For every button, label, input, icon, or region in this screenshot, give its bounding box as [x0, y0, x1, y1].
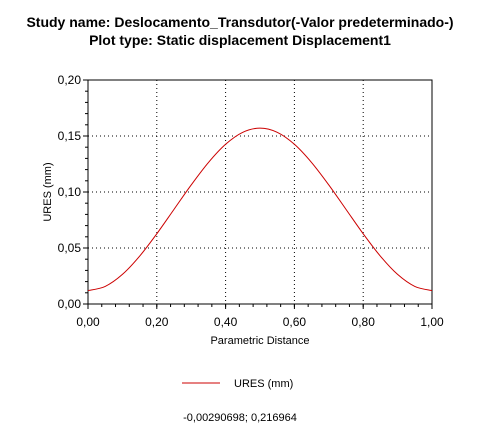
y-tick-label: 0,15	[58, 129, 82, 143]
cursor-readout: -0,00290698; 0,216964	[0, 412, 480, 424]
x-tick-label: 0,40	[214, 315, 238, 329]
y-tick-label: 0,05	[58, 241, 82, 255]
tick-labels: 0,00 0,20 0,40 0,60 0,80 1,00 0,00 0,05 0,10 0,15…	[58, 73, 444, 329]
x-tick-label: 1,00	[420, 315, 444, 329]
legend: URES (mm)	[182, 378, 293, 390]
y-axis-label: URES (mm)	[42, 162, 54, 221]
y-tick-label: 0,10	[58, 185, 82, 199]
series-line-ures	[88, 128, 432, 290]
legend-label: URES (mm)	[234, 378, 293, 390]
x-tick-label: 0,20	[145, 315, 169, 329]
grid	[88, 80, 432, 304]
x-tick-label: 0,60	[283, 315, 307, 329]
series-layer	[88, 128, 432, 290]
y-tick-label: 0,20	[58, 73, 82, 87]
x-tick-label: 0,80	[352, 315, 376, 329]
x-axis-label: Parametric Distance	[210, 335, 309, 347]
x-tick-label: 0,00	[76, 315, 100, 329]
y-tick-label: 0,00	[58, 297, 82, 311]
axes	[83, 80, 432, 309]
